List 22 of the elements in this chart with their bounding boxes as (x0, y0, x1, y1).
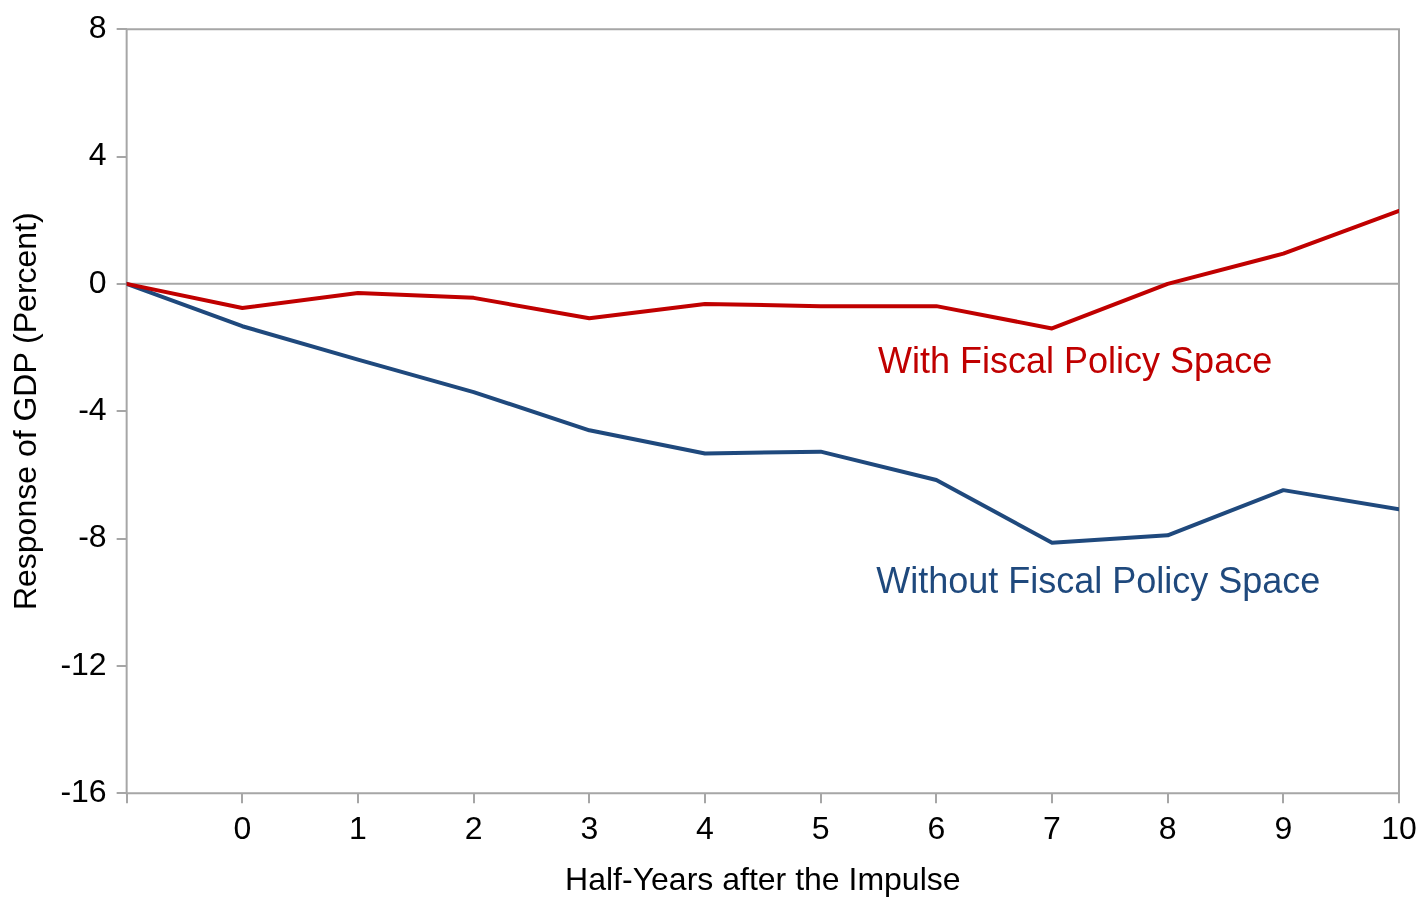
series-label: Without Fiscal Policy Space (876, 560, 1321, 602)
y-tick-label: -4 (78, 391, 107, 428)
x-tick-label: 1 (349, 810, 367, 847)
y-axis-title: Response of GDP (Percent) (7, 212, 44, 611)
x-tick-label: 8 (1158, 810, 1177, 847)
x-tick-label: 2 (464, 810, 483, 847)
y-tick-label: -8 (78, 518, 107, 555)
x-tick-label: 6 (927, 810, 946, 847)
series-label: With Fiscal Policy Space (878, 340, 1273, 382)
y-tick-label: -12 (60, 645, 107, 682)
x-tick-label: 0 (233, 810, 252, 847)
y-tick-label: 8 (88, 9, 107, 46)
x-tick-label: 4 (696, 810, 714, 847)
x-tick-label: 9 (1274, 810, 1293, 847)
y-tick-label: 4 (88, 136, 107, 173)
x-tick-label: 3 (580, 810, 599, 847)
x-tick-label: 5 (811, 810, 830, 847)
x-axis-title: Half-Years after the Impulse (565, 860, 961, 897)
x-tick-label: 7 (1043, 810, 1061, 847)
x-tick-label: 10 (1381, 810, 1417, 847)
y-tick-label: 0 (88, 263, 107, 300)
y-tick-label: -16 (60, 773, 107, 810)
